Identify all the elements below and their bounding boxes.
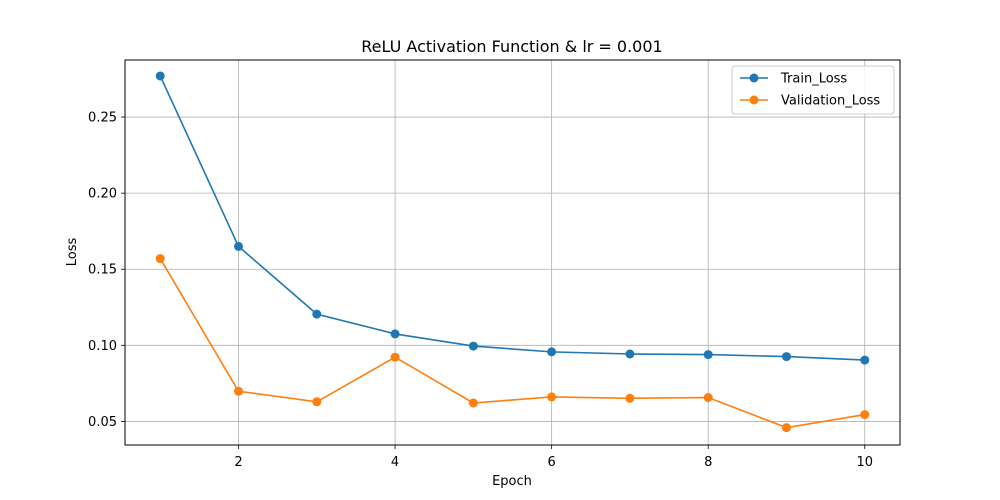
train-loss-point [468,341,478,351]
validation-loss-point [781,423,791,433]
y-tick-label: 0.15 [88,263,117,278]
y-tick-label: 0.05 [88,415,117,430]
validation-loss-point [468,398,478,408]
train-loss-point [312,309,322,319]
validation-loss-point [234,386,244,396]
train-loss-point [390,329,400,339]
validation-loss-point [703,393,713,403]
train-loss-point [625,349,635,359]
y-tick-label: 0.25 [88,111,117,126]
grid [125,60,900,445]
y-tick-label: 0.10 [88,339,117,354]
x-tick-label: 6 [548,455,556,470]
plot-series [155,71,870,433]
validation-loss-point [860,410,870,420]
x-tick-label: 4 [391,455,399,470]
train-loss-point [155,71,165,81]
train-loss-point [703,350,713,360]
chart-title: ReLU Activation Function & lr = 0.001 [361,37,662,56]
validation-loss-point [625,393,635,403]
train-loss-line [159,75,865,361]
x-tick-label: 10 [856,455,873,470]
y-axis-label: Loss [65,238,80,267]
x-tick-label: 2 [234,455,242,470]
train-loss-point [234,241,244,251]
validation-loss-point [390,352,400,362]
train-loss-point [547,347,557,357]
legend-validation-loss-label: Validation_Loss [781,94,880,109]
x-tick-label: 8 [704,455,712,470]
validation-loss-line [159,258,865,429]
validation-loss-point [312,397,322,407]
legend-validation-loss-marker [749,95,759,105]
x-axis-label: Epoch [492,474,532,489]
legend-train-loss-label: Train_Loss [780,72,847,87]
y-tick-label: 0.20 [88,187,117,202]
x-axis-ticks: 2 4 6 8 10 [234,445,873,470]
legend: Train_Loss Validation_Loss [731,65,895,115]
plot-frame [124,59,901,446]
y-axis-ticks: 0.05 0.10 0.15 0.20 0.25 [88,111,125,430]
train-loss-point [860,355,870,365]
validation-loss-point [155,254,165,264]
validation-loss-point [547,392,557,402]
legend-box [731,65,895,115]
legend-train-loss-marker [749,73,759,83]
train-loss-point [781,352,791,362]
